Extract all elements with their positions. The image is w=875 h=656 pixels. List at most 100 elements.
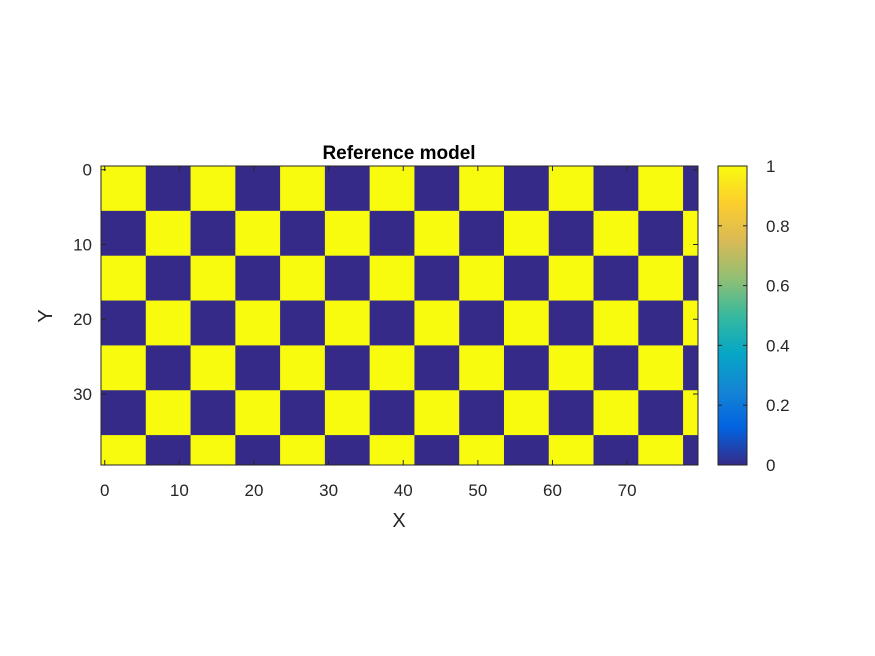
heatmap-cell [145,255,191,301]
y-tick-label: 0 [83,161,92,180]
heatmap-cell [324,166,371,212]
heatmap-cell [101,435,147,465]
heatmap-cell [683,390,698,436]
heatmap-cell [459,390,505,436]
x-axis-label: X [392,510,405,532]
heatmap-cell [548,255,594,301]
x-tick-label: 70 [618,481,637,500]
heatmap-cell [503,390,550,436]
plot-frame [100,165,699,466]
heatmap-cell [593,255,639,301]
heatmap-cell [459,300,505,346]
heatmap-cell [369,390,415,436]
colorbar-tick-label: 0 [766,456,775,475]
heatmap-cell [414,300,460,346]
heatmap-cell [638,300,684,346]
colorbar-tick-label: 0.6 [766,277,790,296]
x-tick-label: 60 [543,481,562,500]
heatmap-cell [503,345,550,391]
heatmap-cell [369,300,415,346]
heatmap-cell [190,435,236,465]
heatmap-cell [593,300,639,346]
heatmap-cell [414,210,460,257]
y-tick-label: 10 [73,235,92,254]
heatmap-cell [280,300,326,346]
heatmap-cell [235,390,281,436]
heatmap-cell [190,300,236,346]
heatmap-cell [638,210,684,257]
heatmap-cell [683,345,698,391]
heatmap-cell [369,210,415,257]
y-tick-label: 20 [73,310,92,329]
heatmap-cell [369,255,415,301]
heatmap-cell [459,255,505,301]
heatmap-cell [101,255,147,301]
x-tick-label: 40 [394,481,413,500]
colorbar-tick-label: 0.8 [766,217,790,236]
x-axis: 0 10 20 30 40 50 60 70 [100,166,637,500]
chart-title: Reference model [322,143,475,164]
heatmap-cell [190,210,236,257]
heatmap-cell [324,210,371,257]
heatmap-cell [101,210,147,257]
heatmap-cell [503,255,550,301]
heatmap-cell [324,300,371,346]
heatmap-cell [369,435,415,465]
heatmap-cell [593,166,639,212]
heatmap-cell [638,435,684,465]
heatmap-cell [145,345,191,391]
heatmap-cell [414,390,460,436]
heatmap-cell [101,345,147,391]
heatmap-cell [548,345,594,391]
heatmap-cell [638,166,684,212]
heatmap-cell [593,345,639,391]
heatmap-cell [683,210,698,257]
x-tick-label: 20 [245,481,264,500]
heatmap-cell [503,210,550,257]
heatmap-cell [280,166,326,212]
heatmap-cell [414,435,460,465]
colorbar-tick-label: 0.2 [766,396,790,415]
heatmap-cell [280,255,326,301]
heatmap-cell [324,390,371,436]
heatmap-cell [683,300,698,346]
heatmap-cell [503,166,550,212]
y-tick-label: 30 [73,385,92,404]
heatmap-cell [548,300,594,346]
heatmap-cell [235,435,281,465]
heatmap-cell [145,300,191,346]
heatmap-cell [145,166,191,212]
heatmap-cell [683,435,698,465]
heatmap-cell [548,390,594,436]
heatmap-cell [235,210,281,257]
heatmap-cell [503,435,550,465]
heatmap-cell [683,255,698,301]
heatmap-cells [101,166,698,465]
heatmap-cell [638,390,684,436]
heatmap-cell [548,210,594,257]
colorbar [717,165,748,466]
colorbar-ticks: 0 0.2 0.4 0.6 0.8 1 [718,157,790,475]
heatmap-cell [145,390,191,436]
colorbar-tick-label: 0.4 [766,336,790,355]
heatmap-cell [548,435,594,465]
heatmap-cell [593,390,639,436]
x-tick-label: 30 [319,481,338,500]
heatmap-cell [101,390,147,436]
heatmap-cell [369,166,415,212]
colorbar-tick-label: 1 [766,157,775,176]
heatmap-cell [459,166,505,212]
heatmap-cell [593,210,639,257]
heatmap-cell [324,345,371,391]
heatmap-cell [369,345,415,391]
heatmap-cell [235,166,281,212]
heatmap-cell [235,300,281,346]
heatmap-cell [638,345,684,391]
heatmap-cell [190,390,236,436]
heatmap-cell [145,435,191,465]
heatmap-cell [101,300,147,346]
heatmap-cell [280,435,326,465]
x-tick-label: 50 [468,481,487,500]
x-tick-label: 10 [170,481,189,500]
